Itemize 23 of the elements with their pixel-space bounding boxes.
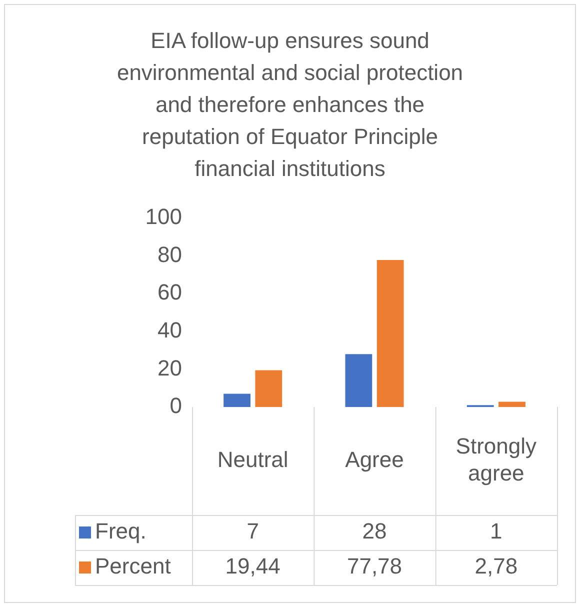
- data-label: 77,78: [346, 554, 402, 579]
- bar: [255, 370, 282, 407]
- x-tick-label: Neutral: [217, 447, 288, 472]
- x-tick-label: Agree: [345, 447, 404, 472]
- bar: [224, 394, 250, 407]
- bar: [345, 354, 372, 407]
- y-tick-label: 100: [145, 204, 182, 230]
- chart-title: EIA follow-up ensures sound environmental and social protection and therefore enhances the reputation of Equator Principle financial institutions: [116, 28, 464, 182]
- y-tick-label: 80: [158, 242, 182, 267]
- legend-label: Percent: [95, 554, 171, 579]
- data-label: 7: [246, 518, 259, 544]
- y-tick-label: 40: [158, 317, 182, 342]
- y-tick-label: 0: [170, 393, 182, 418]
- legend-label: Freq.: [95, 518, 146, 544]
- data-label: 2,78: [474, 554, 518, 579]
- bar: [376, 260, 404, 407]
- data-label: 1: [490, 518, 502, 544]
- y-tick-label: 60: [158, 280, 182, 305]
- y-tick-label: 20: [158, 355, 182, 380]
- data-label: 28: [362, 518, 387, 544]
- data-label: 19,44: [225, 554, 280, 579]
- bar: [498, 402, 526, 407]
- x-tick-label: Strongly agree: [456, 434, 537, 486]
